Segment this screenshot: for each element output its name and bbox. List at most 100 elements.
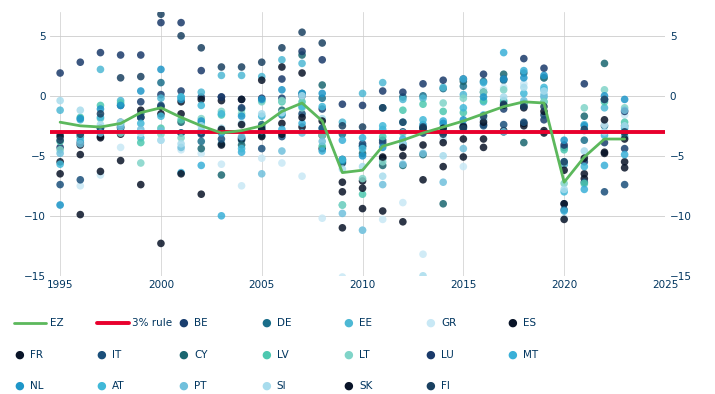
Point bbox=[115, 144, 127, 151]
Point bbox=[558, 159, 570, 165]
Point bbox=[558, 180, 570, 186]
Point bbox=[236, 135, 247, 141]
Point bbox=[115, 102, 127, 109]
Point bbox=[256, 59, 267, 65]
Point bbox=[74, 139, 86, 146]
Point bbox=[438, 125, 449, 131]
Point bbox=[54, 134, 66, 140]
Text: LV: LV bbox=[277, 349, 288, 360]
Point bbox=[276, 97, 287, 104]
Point bbox=[438, 129, 449, 135]
Point bbox=[236, 113, 247, 119]
Point bbox=[377, 173, 388, 179]
Point bbox=[337, 123, 348, 129]
Text: ●: ● bbox=[425, 349, 435, 360]
Point bbox=[357, 185, 368, 191]
Text: DE: DE bbox=[277, 318, 291, 328]
Point bbox=[397, 136, 408, 142]
Point bbox=[357, 124, 368, 130]
Point bbox=[195, 127, 207, 134]
Point bbox=[619, 130, 631, 136]
Point bbox=[74, 131, 86, 138]
Point bbox=[236, 145, 247, 152]
Point bbox=[195, 150, 207, 156]
Point bbox=[377, 216, 388, 223]
Point bbox=[377, 126, 388, 132]
Point bbox=[155, 131, 167, 138]
Text: ●: ● bbox=[261, 318, 271, 328]
Point bbox=[478, 89, 489, 95]
Text: ●: ● bbox=[97, 381, 107, 391]
Point bbox=[317, 95, 328, 101]
Point bbox=[135, 135, 147, 141]
Point bbox=[377, 88, 388, 94]
Point bbox=[236, 72, 247, 78]
Point bbox=[276, 148, 287, 154]
Point bbox=[518, 102, 530, 109]
Point bbox=[357, 175, 368, 182]
Point bbox=[619, 105, 631, 111]
Point bbox=[498, 87, 509, 93]
Point bbox=[478, 144, 489, 151]
Point bbox=[155, 125, 167, 131]
Point bbox=[317, 90, 328, 97]
Text: SK: SK bbox=[359, 381, 373, 391]
Point bbox=[478, 123, 489, 129]
Point bbox=[236, 137, 247, 143]
Point bbox=[478, 98, 489, 105]
Point bbox=[498, 129, 509, 135]
Point bbox=[438, 136, 449, 142]
Point bbox=[538, 74, 550, 81]
Point bbox=[94, 130, 106, 136]
Point bbox=[135, 111, 147, 117]
Point bbox=[195, 162, 207, 169]
Point bbox=[296, 173, 307, 179]
Point bbox=[418, 101, 429, 107]
Point bbox=[598, 132, 610, 139]
Point bbox=[377, 105, 388, 111]
Point bbox=[236, 134, 247, 140]
Point bbox=[518, 123, 530, 129]
Point bbox=[175, 33, 187, 39]
Text: FI: FI bbox=[441, 381, 450, 391]
Point bbox=[317, 215, 328, 221]
Point bbox=[418, 117, 429, 123]
Point bbox=[317, 145, 328, 152]
Point bbox=[236, 106, 247, 112]
Point bbox=[357, 227, 368, 233]
Point bbox=[498, 102, 509, 109]
Point bbox=[216, 72, 227, 78]
Point bbox=[216, 142, 227, 148]
Point bbox=[598, 96, 610, 102]
Point bbox=[458, 83, 469, 89]
Point bbox=[397, 94, 408, 100]
Point bbox=[216, 130, 227, 136]
Point bbox=[598, 105, 610, 111]
Point bbox=[357, 164, 368, 170]
Point bbox=[558, 208, 570, 214]
Point bbox=[317, 104, 328, 110]
Point bbox=[357, 152, 368, 159]
Point bbox=[518, 81, 530, 87]
Point bbox=[94, 172, 106, 178]
Point bbox=[296, 98, 307, 105]
Point bbox=[558, 142, 570, 148]
Point bbox=[498, 71, 509, 77]
Point bbox=[478, 119, 489, 125]
Point bbox=[216, 108, 227, 115]
Point bbox=[538, 94, 550, 100]
Point bbox=[135, 73, 147, 80]
Point bbox=[216, 125, 227, 131]
Point bbox=[558, 161, 570, 167]
Point bbox=[236, 183, 247, 189]
Point bbox=[115, 125, 127, 131]
Point bbox=[175, 135, 187, 141]
Point bbox=[558, 216, 570, 223]
Point bbox=[296, 124, 307, 130]
Point bbox=[458, 78, 469, 85]
Point bbox=[458, 125, 469, 131]
Point bbox=[74, 115, 86, 122]
Point bbox=[175, 111, 187, 117]
Point bbox=[578, 155, 590, 162]
Point bbox=[216, 94, 227, 100]
